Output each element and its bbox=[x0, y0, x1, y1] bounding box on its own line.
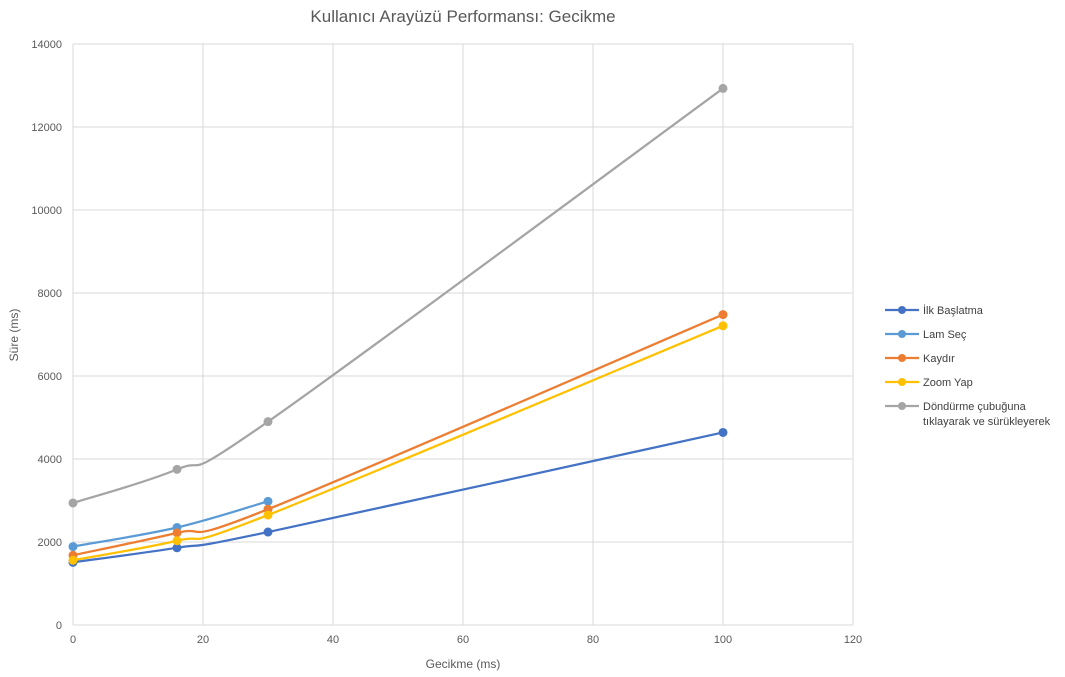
y-tick-label: 8000 bbox=[38, 288, 62, 300]
y-tick-label: 4000 bbox=[38, 454, 62, 466]
data-point bbox=[172, 528, 182, 538]
data-point bbox=[263, 417, 273, 427]
series-line-1 bbox=[72, 500, 269, 548]
x-axis-ticks: 0 20 40 60 80 100 120 bbox=[70, 634, 862, 646]
y-tick-label: 2000 bbox=[38, 537, 62, 549]
y-tick-label: 10000 bbox=[31, 205, 62, 217]
x-tick-label: 80 bbox=[587, 634, 599, 646]
legend-label: Kaydır bbox=[923, 353, 955, 365]
y-tick-label: 12000 bbox=[31, 122, 62, 134]
data-point bbox=[263, 510, 273, 520]
series-line-4 bbox=[72, 87, 724, 505]
legend-label: Lam Seç bbox=[923, 329, 967, 341]
gridlines bbox=[72, 43, 854, 626]
data-point bbox=[718, 83, 728, 93]
x-tick-label: 20 bbox=[197, 634, 209, 646]
x-tick-label: 60 bbox=[457, 634, 469, 646]
legend-marker bbox=[898, 354, 906, 362]
data-point bbox=[718, 321, 728, 331]
chart-title: Kullanıcı Arayüzü Performansı: Gecikme bbox=[310, 7, 615, 26]
data-point bbox=[263, 527, 273, 537]
legend-marker bbox=[898, 378, 906, 386]
data-point bbox=[718, 427, 728, 437]
legend-label: Döndürme çubuğuna bbox=[923, 401, 1027, 413]
data-point bbox=[172, 536, 182, 546]
y-tick-label: 6000 bbox=[38, 371, 62, 383]
legend-marker bbox=[898, 306, 906, 314]
series-line-0 bbox=[72, 431, 724, 564]
data-point bbox=[68, 555, 78, 565]
series-line-3 bbox=[72, 324, 724, 562]
series-line-2 bbox=[72, 313, 724, 557]
legend: İlk Başlatma Lam Seç Kaydır Zoom Yap Döndürm… bbox=[885, 304, 1051, 428]
data-point bbox=[68, 498, 78, 508]
y-axis-label: Süre (ms) bbox=[7, 309, 21, 362]
y-tick-label: 14000 bbox=[31, 39, 62, 51]
x-tick-label: 100 bbox=[714, 634, 732, 646]
data-point bbox=[68, 542, 78, 552]
legend-marker bbox=[898, 330, 906, 338]
y-axis-ticks: 0 2000 4000 6000 8000 10000 12000 14000 bbox=[31, 39, 62, 632]
legend-label: İlk Başlatma bbox=[923, 304, 984, 317]
x-axis-label: Gecikme (ms) bbox=[426, 657, 501, 671]
plot-series bbox=[68, 83, 728, 567]
data-point bbox=[172, 464, 182, 474]
data-point bbox=[263, 496, 273, 506]
legend-label: Zoom Yap bbox=[923, 377, 973, 389]
legend-marker bbox=[898, 402, 906, 410]
y-tick-label: 0 bbox=[56, 620, 62, 632]
x-tick-label: 0 bbox=[70, 634, 76, 646]
data-point bbox=[718, 310, 728, 320]
x-tick-label: 120 bbox=[844, 634, 862, 646]
x-tick-label: 40 bbox=[327, 634, 339, 646]
legend-label: tıklayarak ve sürükleyerek bbox=[923, 416, 1051, 428]
